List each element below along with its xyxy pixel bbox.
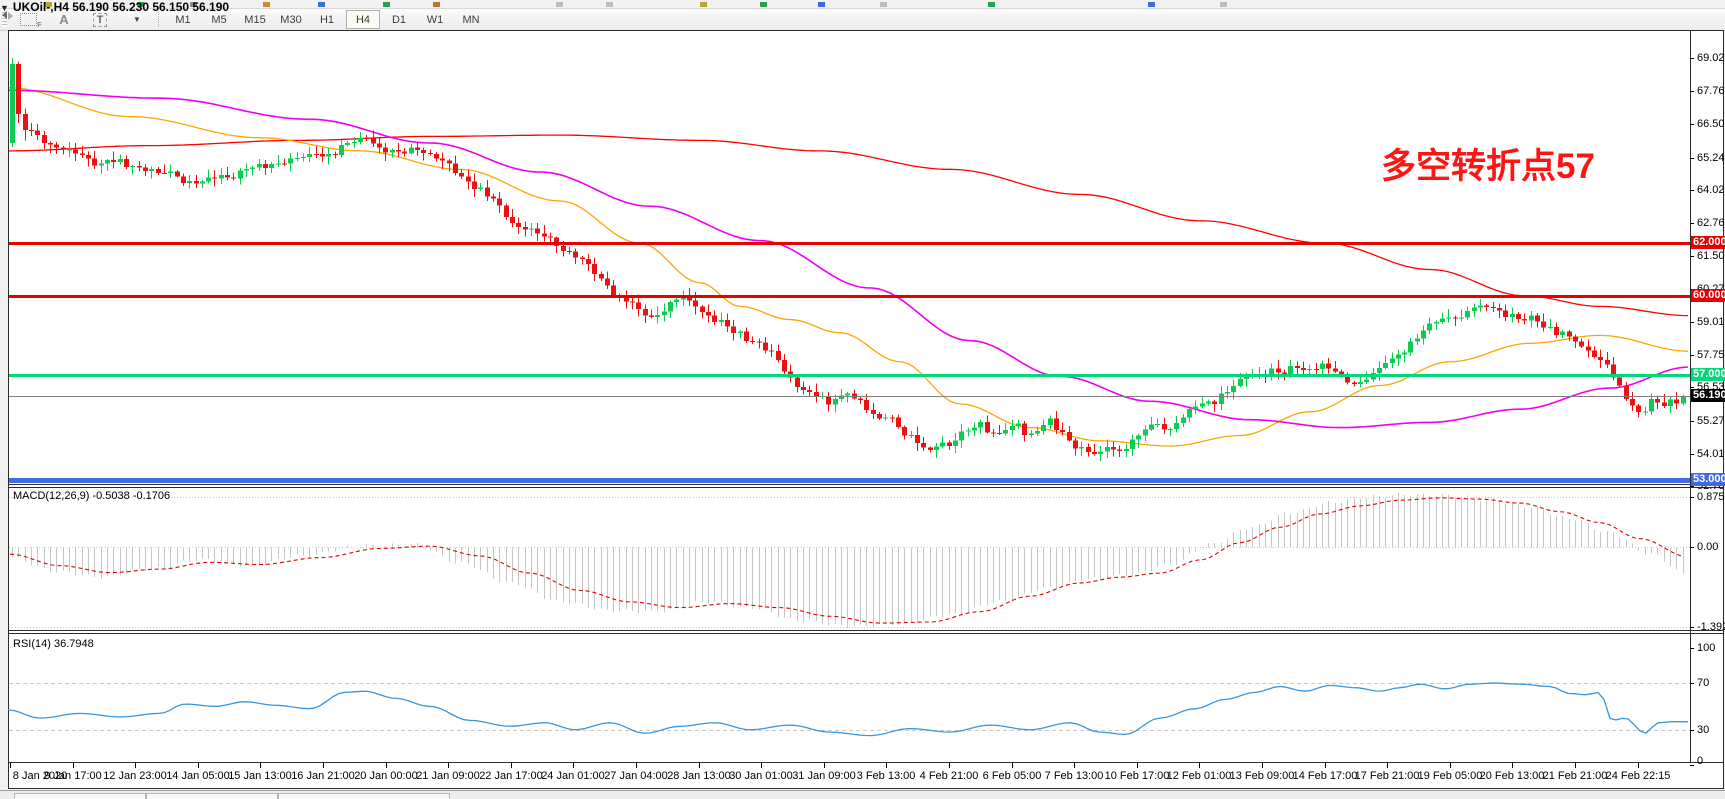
chart-tabs-strip (0, 790, 1725, 799)
timeframe-mn[interactable]: MN (462, 13, 480, 26)
timeframe-m5[interactable]: M5 (211, 13, 227, 26)
snap-grid-button[interactable]: F (11, 10, 45, 29)
chart-tab[interactable] (278, 793, 450, 799)
macd-signal-line (9, 497, 1685, 624)
clipped-icon (880, 2, 887, 7)
clipped-icon (318, 2, 325, 7)
text-t-icon: T (92, 12, 108, 27)
timeframe-group: M1 M5 M15 M30 H1 H4 D1 W1 MN (165, 10, 489, 29)
label-a-icon: A (59, 12, 69, 27)
clipped-icon (45, 2, 52, 7)
chevron-down-icon: ▼ (133, 15, 141, 24)
toolbar-drag-handle[interactable] (2, 12, 7, 27)
clipped-icon (1220, 2, 1227, 7)
ma-orange (7, 86, 1689, 447)
clipped-icon (760, 2, 767, 7)
timeframe-m1[interactable]: M1 (175, 13, 191, 26)
cycle-lines-button[interactable]: ▼ (2, 10, 153, 29)
clipped-icon (1148, 2, 1155, 7)
timeframe-h1[interactable]: H1 (319, 13, 335, 26)
chart-tab[interactable] (146, 793, 278, 799)
timeframe-w1[interactable]: W1 (426, 13, 444, 26)
toolbar-separator (158, 12, 160, 27)
timeframe-h4[interactable]: H4 (346, 10, 380, 29)
timeframe-m30[interactable]: M30 (280, 13, 302, 26)
clipped-icon (606, 2, 613, 7)
clipped-icon (263, 2, 270, 7)
cycle-lines-icon (2, 11, 13, 20)
timeframe-d1[interactable]: D1 (391, 13, 407, 26)
clipped-icon (433, 2, 440, 7)
arrow-label-button[interactable]: A (47, 10, 81, 29)
clipped-icon (988, 2, 995, 7)
ma-magenta (8, 89, 1689, 429)
chart-tab[interactable] (14, 793, 146, 799)
rsi-line (7, 682, 1689, 737)
clipped-icon (556, 2, 563, 7)
macd-histogram (12, 493, 1684, 629)
dotted-grid-icon: F (19, 13, 42, 29)
clipped-icon (818, 2, 825, 7)
clipped-icon (190, 2, 197, 7)
candles (10, 58, 1686, 462)
clipped-icon (700, 2, 707, 7)
clipped-icon (137, 2, 144, 7)
text-tool-button[interactable]: T (83, 10, 117, 29)
timeframe-m15[interactable]: M15 (244, 13, 266, 26)
clipped-icon (383, 2, 390, 7)
clipped-toolbar-row (0, 0, 1725, 9)
